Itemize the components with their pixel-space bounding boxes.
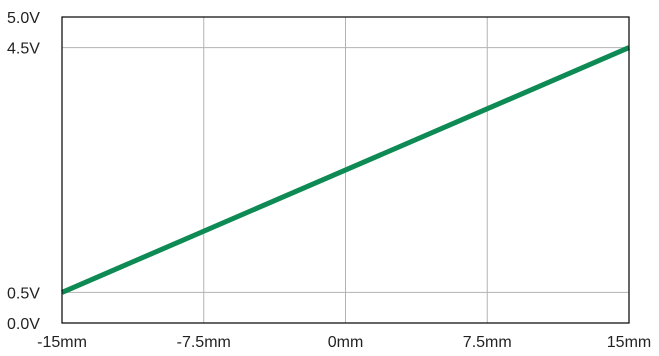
x-tick-label: -15mm: [37, 334, 87, 351]
x-tick-label: 15mm: [607, 334, 651, 351]
series-line: [61, 45, 630, 295]
y-tick-label: 4.5V: [7, 41, 40, 58]
series-layer: [61, 45, 630, 295]
y-axis-tick-labels: 0.0V 0.5V 4.5V 5.0V: [7, 10, 40, 333]
y-tick-label: 0.0V: [7, 316, 40, 333]
x-tick-label: 7.5mm: [463, 334, 512, 351]
plot-frame: [61, 16, 630, 324]
y-tick-label: 0.5V: [7, 285, 40, 302]
x-tick-label: -7.5mm: [177, 334, 231, 351]
x-tick-label: 0mm: [328, 334, 364, 351]
grid: [62, 17, 629, 323]
y-tick-label: 5.0V: [7, 10, 40, 27]
x-axis-tick-labels: -15mm -7.5mm 0mm 7.5mm 15mm: [37, 334, 651, 351]
